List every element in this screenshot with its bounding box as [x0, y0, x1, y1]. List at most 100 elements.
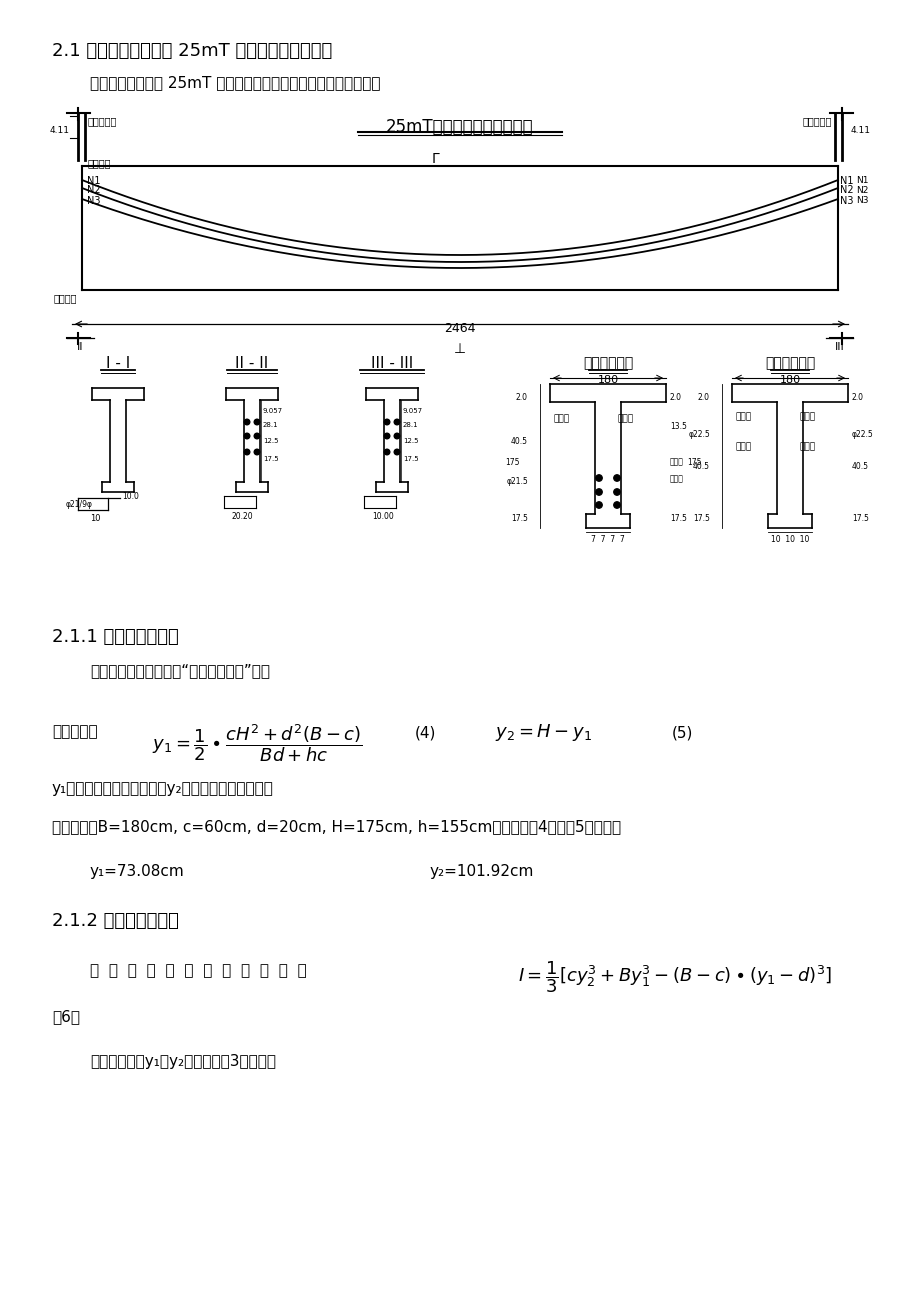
Text: 支座中心线: 支座中心线: [801, 116, 831, 126]
Text: 20.20: 20.20: [232, 512, 254, 521]
Text: 17.5: 17.5: [263, 456, 278, 462]
Text: 锁锁端墙: 锁锁端墙: [88, 158, 111, 168]
Text: 40.5: 40.5: [692, 462, 709, 471]
Text: 17.5: 17.5: [511, 514, 528, 523]
Text: 2.0: 2.0: [669, 393, 681, 402]
Circle shape: [613, 488, 619, 495]
Text: 十里排枢纽主线桥 25mT 梁钉束布置图及相应的断面图如下所示：: 十里排枢纽主线桥 25mT 梁钉束布置图及相应的断面图如下所示：: [90, 76, 380, 90]
Text: φ22.5: φ22.5: [687, 430, 709, 439]
Text: 10.00: 10.00: [371, 512, 393, 521]
Text: II - II: II - II: [235, 355, 268, 371]
Circle shape: [254, 419, 259, 424]
Text: 截  面  惯  性  矩  计  算  采  用  公  式  ：: 截 面 惯 性 矩 计 算 采 用 公 式 ：: [90, 963, 306, 978]
Text: 2.1.2 截面惯性矩计算: 2.1.2 截面惯性矩计算: [52, 911, 178, 930]
Circle shape: [384, 449, 390, 454]
Text: 2.0: 2.0: [698, 393, 709, 402]
Text: 钉柄筋: 钉柄筋: [669, 457, 683, 466]
Circle shape: [244, 434, 250, 439]
Text: （6）: （6）: [52, 1009, 80, 1023]
Text: 17.5: 17.5: [692, 514, 709, 523]
Circle shape: [596, 501, 602, 508]
Text: 40.5: 40.5: [510, 437, 528, 447]
Text: N2: N2: [855, 186, 868, 195]
Text: 钉柄筋: 钉柄筋: [735, 441, 752, 450]
Text: I - I: I - I: [106, 355, 130, 371]
Text: 2.1 十里排枢纽主线桥 25mT 梁相关参数（计算）: 2.1 十里排枢纽主线桥 25mT 梁相关参数（计算）: [52, 42, 332, 60]
Text: 2.0: 2.0: [851, 393, 863, 402]
Text: y₁=73.08cm: y₁=73.08cm: [90, 865, 185, 879]
Text: $I = \dfrac{1}{3}[cy_2^3 + By_1^3 - (B-c)\bullet(y_1 - d)^3]$: $I = \dfrac{1}{3}[cy_2^3 + By_1^3 - (B-c…: [517, 960, 831, 995]
Circle shape: [613, 475, 619, 482]
Text: 10  10  10: 10 10 10: [770, 535, 809, 544]
Text: 180: 180: [778, 375, 800, 385]
Text: 175: 175: [686, 458, 701, 467]
Text: 28.1: 28.1: [263, 422, 278, 428]
Text: 将梁体参数及y₁、y₂代入公式（3）可得：: 将梁体参数及y₁、y₂代入公式（3）可得：: [90, 1055, 276, 1069]
Text: φ21/9φ: φ21/9φ: [66, 500, 93, 509]
Circle shape: [393, 449, 400, 454]
Text: II: II: [76, 342, 83, 352]
Text: 计算公式：: 计算公式：: [52, 724, 97, 740]
Circle shape: [244, 419, 250, 424]
Text: N2: N2: [839, 185, 853, 195]
Text: III - III: III - III: [370, 355, 413, 371]
Circle shape: [254, 449, 259, 454]
Text: ⊥: ⊥: [453, 342, 466, 355]
Text: Γ: Γ: [432, 152, 439, 165]
Text: N1: N1: [839, 176, 853, 186]
Text: 4.11: 4.11: [50, 126, 70, 135]
Text: 28.1: 28.1: [403, 422, 418, 428]
Text: φ22.5: φ22.5: [851, 430, 873, 439]
Text: 钉柄筋: 钉柄筋: [735, 411, 752, 421]
Text: 25mT梁钉束立面布置示意图: 25mT梁钉束立面布置示意图: [386, 118, 533, 135]
Circle shape: [596, 475, 602, 482]
Text: 2.1.1 中性轴位置计算: 2.1.1 中性轴位置计算: [52, 628, 178, 646]
Text: 12.5: 12.5: [403, 437, 418, 444]
Text: 12.5: 12.5: [263, 437, 278, 444]
Text: 13.5: 13.5: [669, 422, 686, 431]
Text: N3: N3: [87, 197, 100, 206]
Text: 钉柄筋: 钉柄筋: [800, 411, 815, 421]
Text: 2464: 2464: [444, 322, 475, 335]
Text: φ21.5: φ21.5: [505, 477, 528, 486]
Text: N1: N1: [855, 176, 868, 185]
Circle shape: [613, 501, 619, 508]
Circle shape: [254, 434, 259, 439]
Text: 坐标原点: 坐标原点: [53, 293, 77, 303]
Text: y₁为梁顶至中性轴的距离，y₂为梁底至中性轴的距离: y₁为梁顶至中性轴的距离，y₂为梁底至中性轴的距离: [52, 781, 274, 796]
Text: 钉柄筋: 钉柄筋: [553, 414, 570, 423]
Text: $y_1 = \dfrac{1}{2} \bullet \dfrac{cH^2 + d^2(B - c)}{Bd + hc}$: $y_1 = \dfrac{1}{2} \bullet \dfrac{cH^2 …: [152, 723, 362, 764]
Text: 中梁支点断面: 中梁支点断面: [764, 355, 814, 370]
Text: 支座中心线: 支座中心线: [88, 116, 118, 126]
Text: 17.5: 17.5: [669, 514, 686, 523]
Text: 中性轴的位置计算依据“中梁支点断面”图。: 中性轴的位置计算依据“中梁支点断面”图。: [90, 663, 269, 678]
Circle shape: [393, 434, 400, 439]
Circle shape: [244, 449, 250, 454]
Text: 2.0: 2.0: [516, 393, 528, 402]
Text: (5): (5): [671, 727, 693, 741]
Text: N2: N2: [87, 185, 100, 195]
Text: 180: 180: [596, 375, 618, 385]
Text: $y_2 = H - y_1$: $y_2 = H - y_1$: [494, 723, 591, 743]
Circle shape: [384, 419, 390, 424]
Text: 中梁跨中断面: 中梁跨中断面: [583, 355, 632, 370]
Text: 40.5: 40.5: [851, 462, 868, 471]
Text: 10.0: 10.0: [122, 492, 139, 501]
Circle shape: [384, 434, 390, 439]
Text: N1: N1: [87, 176, 100, 186]
Text: y₂=101.92cm: y₂=101.92cm: [429, 865, 534, 879]
Text: 4.11: 4.11: [850, 126, 870, 135]
Text: 9.057: 9.057: [403, 408, 423, 414]
Text: 将梁体参数B=180cm, c=60cm, d=20cm, H=175cm, h=155cm代入公式（4）、（5）可得：: 将梁体参数B=180cm, c=60cm, d=20cm, H=175cm, h…: [52, 819, 620, 835]
Text: 9.057: 9.057: [263, 408, 283, 414]
Text: 钉柄筋: 钉柄筋: [618, 414, 633, 423]
Text: 钉柄筋: 钉柄筋: [800, 441, 815, 450]
Text: N3: N3: [855, 197, 868, 204]
Text: 17.5: 17.5: [403, 456, 418, 462]
Circle shape: [393, 419, 400, 424]
Text: 175: 175: [505, 458, 519, 467]
Text: (4): (4): [414, 727, 436, 741]
Circle shape: [596, 488, 602, 495]
Text: 钉柄筋: 钉柄筋: [669, 474, 683, 483]
Text: 7  7  7  7: 7 7 7 7: [591, 535, 624, 544]
